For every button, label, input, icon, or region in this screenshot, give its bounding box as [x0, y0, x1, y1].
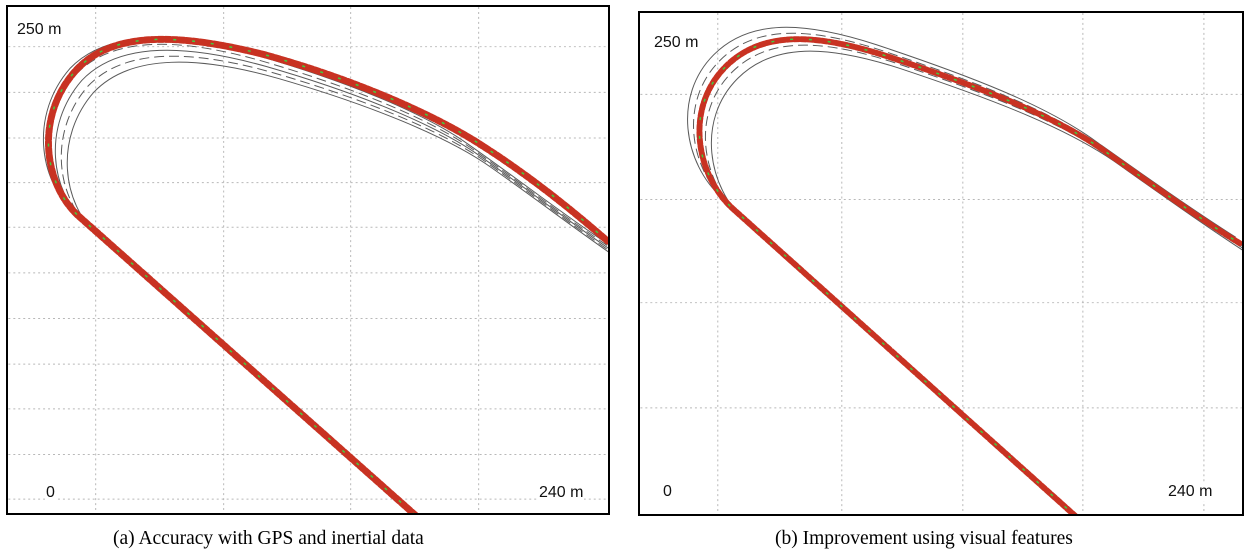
road-outline — [687, 26, 1242, 514]
map-canvas-a — [8, 7, 608, 513]
caption-a: (a) Accuracy with GPS and inertial data — [113, 528, 424, 549]
map-panel-b: 250 m 0 240 m — [638, 11, 1244, 516]
grid-lines — [640, 13, 1242, 514]
origin-label: 0 — [45, 484, 56, 502]
x-extent-label: 240 m — [1167, 483, 1214, 501]
map-panel-a: 250 m 0 240 m — [6, 5, 610, 515]
origin-label: 0 — [662, 483, 673, 501]
road-outline — [43, 37, 608, 513]
map-canvas-b — [640, 13, 1242, 514]
estimated-trajectory — [45, 35, 608, 513]
estimated-trajectory — [696, 36, 1242, 514]
caption-b: (b) Improvement using visual features — [775, 528, 1073, 549]
x-extent-label: 240 m — [538, 484, 585, 502]
y-extent-label: 250 m — [653, 34, 700, 52]
reference-trajectory — [698, 38, 1241, 514]
y-extent-label: 250 m — [16, 21, 63, 39]
grid-lines — [8, 7, 608, 513]
